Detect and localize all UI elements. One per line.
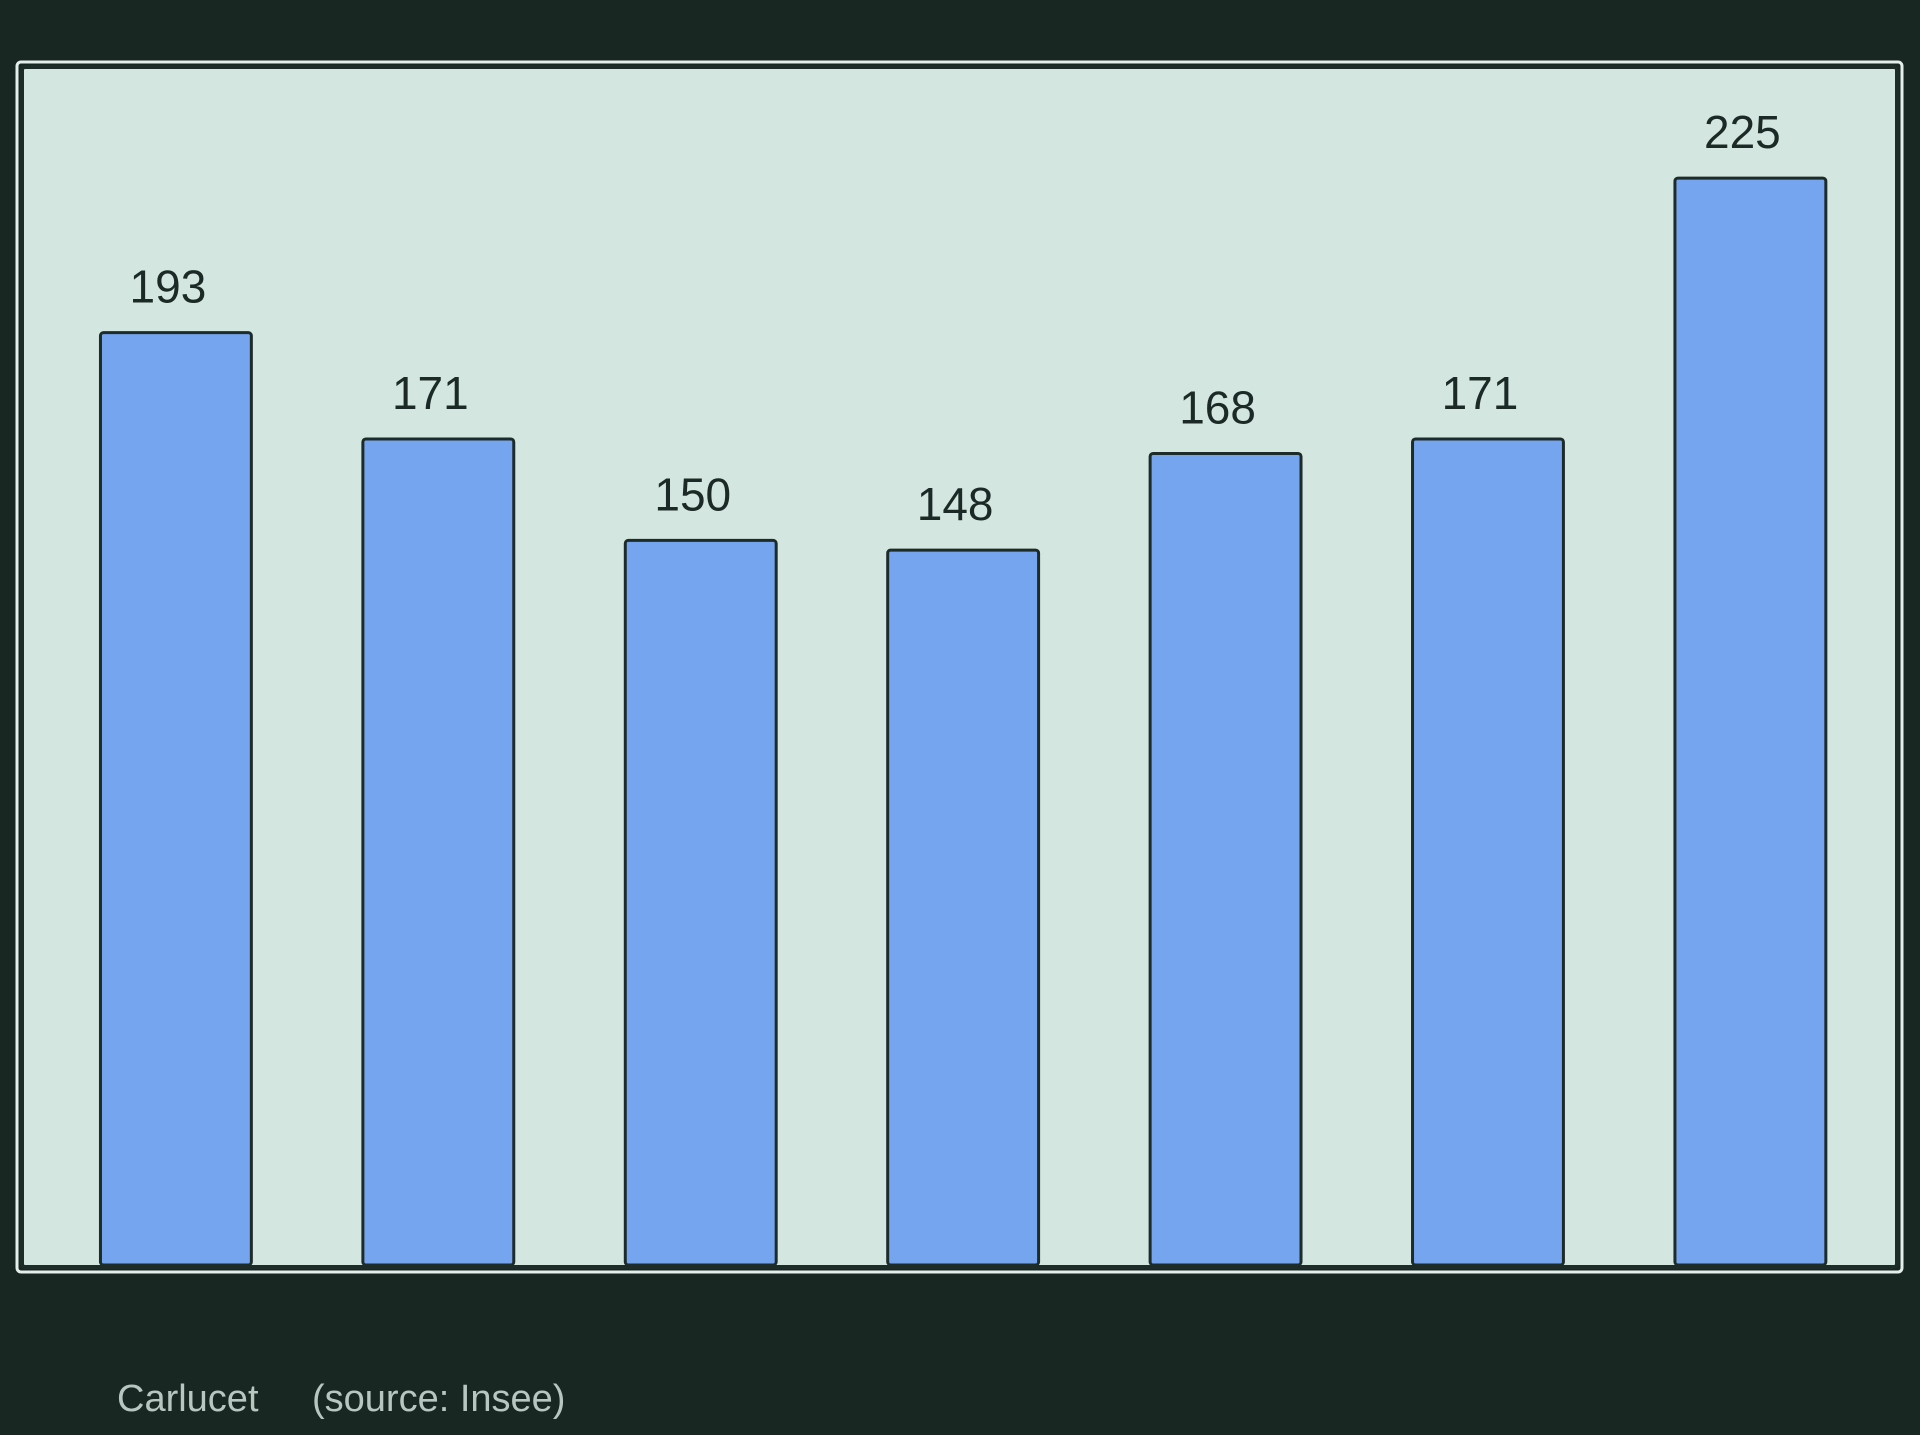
source-note: (source: Insee) [312,1378,565,1420]
value-label: 171 [1442,367,1519,419]
bar [361,437,516,1267]
value-label: 171 [392,367,469,419]
value-label: 225 [1704,106,1781,158]
bar [1411,437,1565,1267]
panel-outer-border [15,60,1904,1274]
caption: Carlucet [117,1378,259,1420]
bar [1148,451,1303,1267]
value-label: 168 [1179,381,1256,433]
bar [886,548,1041,1267]
value-label: 150 [654,468,731,520]
bar [98,331,253,1267]
value-label: 193 [130,261,207,313]
value-label: 148 [917,478,994,530]
bar [1673,176,1828,1267]
bar [623,538,778,1267]
